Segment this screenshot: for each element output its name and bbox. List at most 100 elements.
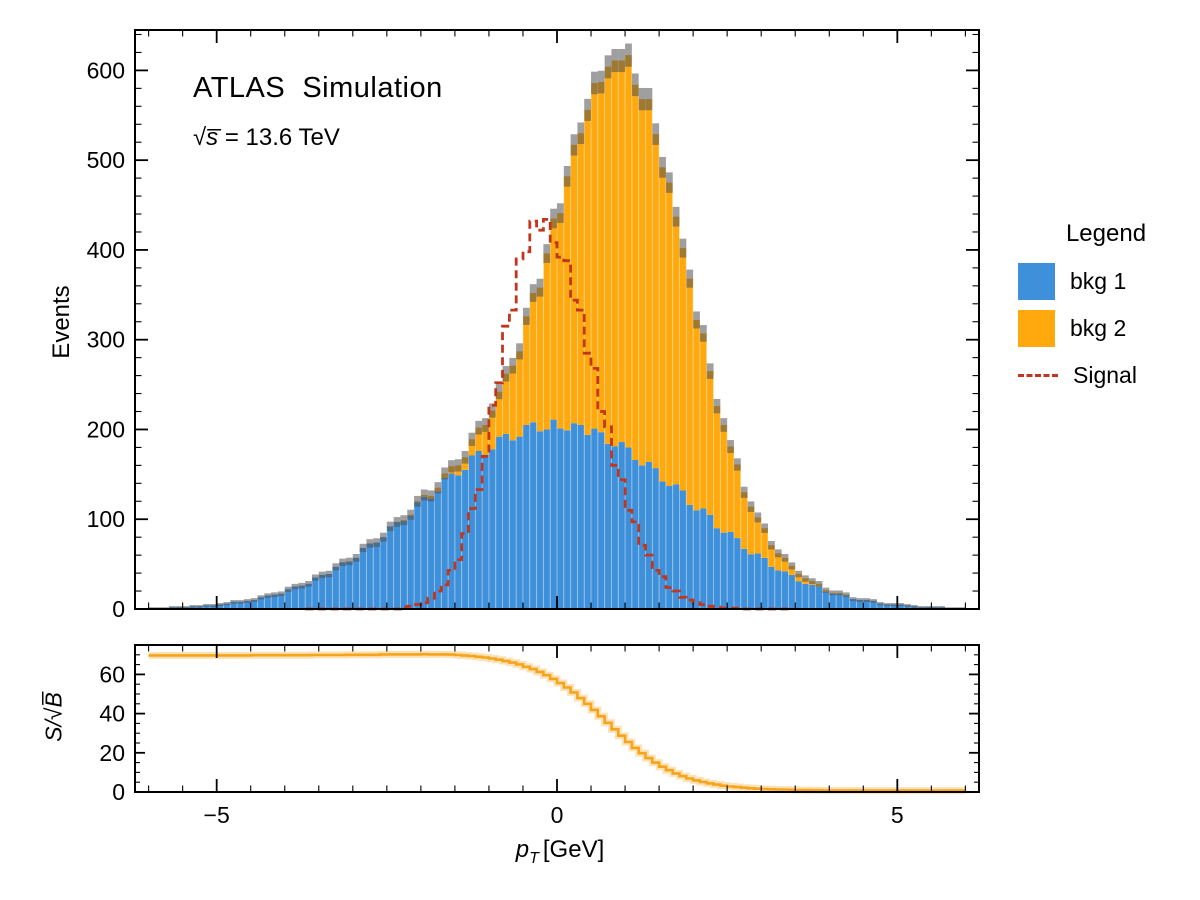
uncertainty-box — [420, 489, 428, 501]
histogram-bar-bkg1 — [747, 554, 755, 609]
uncertainty-box — [529, 284, 537, 302]
histogram-bar-bkg1 — [910, 606, 918, 609]
uncertainty-box — [727, 440, 734, 454]
histogram-bar-bkg1 — [298, 585, 306, 609]
histogram-bar-bkg1 — [223, 603, 231, 609]
uncertainty-box — [189, 605, 197, 608]
main-ytick-label: 0 — [112, 596, 125, 622]
histogram-bar-bkg1 — [243, 600, 251, 609]
histogram-bar-bkg1 — [768, 566, 775, 609]
histogram-bar-bkg1 — [203, 605, 210, 609]
histogram-bar-bkg2 — [713, 406, 721, 529]
histogram-bar-bkg1 — [250, 600, 258, 609]
histogram-bar-bkg1 — [380, 537, 387, 609]
uncertainty-box — [910, 605, 918, 608]
uncertainty-box — [699, 325, 707, 342]
histogram-bar-bkg2 — [570, 144, 578, 424]
histogram-bar-bkg1 — [325, 573, 333, 609]
uncertainty-box — [366, 539, 374, 548]
uncertainty-box — [577, 122, 585, 145]
stacked-histogram — [148, 55, 966, 609]
histogram-bar-bkg1 — [659, 481, 666, 609]
histogram-bar-bkg2 — [482, 424, 489, 455]
histogram-bar-bkg2 — [645, 99, 653, 462]
uncertainty-box — [414, 495, 421, 507]
histogram-bar-bkg1 — [352, 557, 360, 609]
uncertainty-box — [693, 311, 700, 329]
histogram-bar-bkg1 — [795, 581, 803, 609]
uncertainty-box — [502, 366, 510, 382]
uncertainty-box — [311, 574, 319, 581]
uncertainty-box — [257, 595, 265, 600]
uncertainty-box — [448, 460, 455, 473]
histogram-bar-bkg1 — [237, 601, 244, 609]
main-ytick-label: 100 — [87, 506, 125, 532]
histogram-bar-bkg1 — [645, 461, 653, 609]
uncertainty-box — [223, 602, 231, 606]
uncertainty-box — [475, 420, 483, 435]
histogram-bar-bkg1 — [788, 574, 796, 609]
histogram-bar-bkg1 — [230, 601, 238, 609]
histogram-bar-bkg1 — [359, 547, 367, 609]
uncertainty-box — [509, 357, 517, 374]
uncertainty-box — [461, 451, 469, 464]
histogram-bar-bkg2 — [761, 528, 768, 558]
uncertainty-box — [298, 582, 306, 589]
legend-label-bkg1: bkg 1 — [1070, 267, 1127, 294]
histogram-bar-bkg2 — [740, 492, 748, 549]
histogram-bar-bkg1 — [386, 526, 394, 609]
uncertainty-box — [373, 538, 381, 547]
histogram-bar-bkg2 — [781, 557, 789, 572]
histogram-bar-bkg1 — [536, 431, 544, 609]
histogram-bar-bkg1 — [475, 451, 483, 609]
histogram-bar-bkg1 — [557, 428, 564, 609]
histogram-bar-bkg1 — [836, 593, 843, 609]
histogram-bar-bkg2 — [686, 278, 694, 505]
uncertainty-box — [482, 418, 489, 432]
histogram-bar-bkg2 — [618, 60, 626, 443]
histogram-bar-bkg1 — [829, 593, 837, 609]
uncertainty-box — [250, 598, 258, 602]
uncertainty-box — [604, 55, 612, 79]
uncertainty-box — [863, 598, 871, 602]
histogram-bar-bkg1 — [699, 508, 707, 609]
histogram-bar-bkg1 — [842, 595, 850, 609]
legend-item-bkg2: bkg 2 — [1018, 309, 1194, 347]
uncertainty-box — [631, 73, 639, 97]
histogram-bar-bkg2 — [577, 133, 585, 425]
histogram-bar-bkg2 — [659, 167, 666, 482]
histogram-bar-bkg1 — [332, 566, 340, 609]
histogram-bar-bkg1 — [461, 469, 469, 609]
histogram-bar-bkg1 — [733, 538, 741, 609]
uncertainty-box — [761, 523, 768, 533]
histogram-bar-bkg2 — [536, 287, 544, 432]
histogram-bar-bkg1 — [672, 484, 680, 609]
histogram-bar-bkg1 — [611, 446, 619, 609]
histogram-bar-bkg1 — [277, 593, 285, 609]
xtick-label: −5 — [204, 802, 230, 828]
histogram-bar-bkg1 — [454, 475, 462, 609]
histogram-bar-bkg1 — [754, 553, 762, 609]
histogram-bar-bkg1 — [284, 589, 292, 609]
histogram-bar-bkg1 — [693, 510, 700, 609]
x-axis-title-subscript: T — [529, 849, 539, 867]
histogram-bar-bkg1 — [822, 591, 830, 609]
main-ytick-label: 600 — [87, 57, 125, 83]
histogram-bar-bkg1 — [808, 584, 816, 609]
ratio-uncertainty-band — [148, 650, 966, 795]
uncertainty-box — [516, 343, 523, 360]
histogram-bar-bkg1 — [516, 436, 523, 609]
histogram-bar-bkg1 — [209, 605, 217, 609]
x-axis-title-unit: [GeV] — [542, 836, 605, 864]
histogram-bar-bkg1 — [502, 433, 510, 609]
uncertainty-box — [870, 599, 877, 603]
uncertainty-box — [264, 593, 272, 598]
ratio-ytick-label: 60 — [99, 661, 125, 687]
histogram-bar-bkg2 — [543, 253, 551, 430]
uncertainty-box — [665, 172, 673, 193]
histogram-bar-bkg1 — [305, 583, 312, 609]
uncertainty-box — [393, 517, 401, 527]
uncertainty-box — [243, 599, 251, 603]
uncertainty-box — [339, 558, 346, 567]
histogram-bar-bkg1 — [652, 468, 660, 609]
